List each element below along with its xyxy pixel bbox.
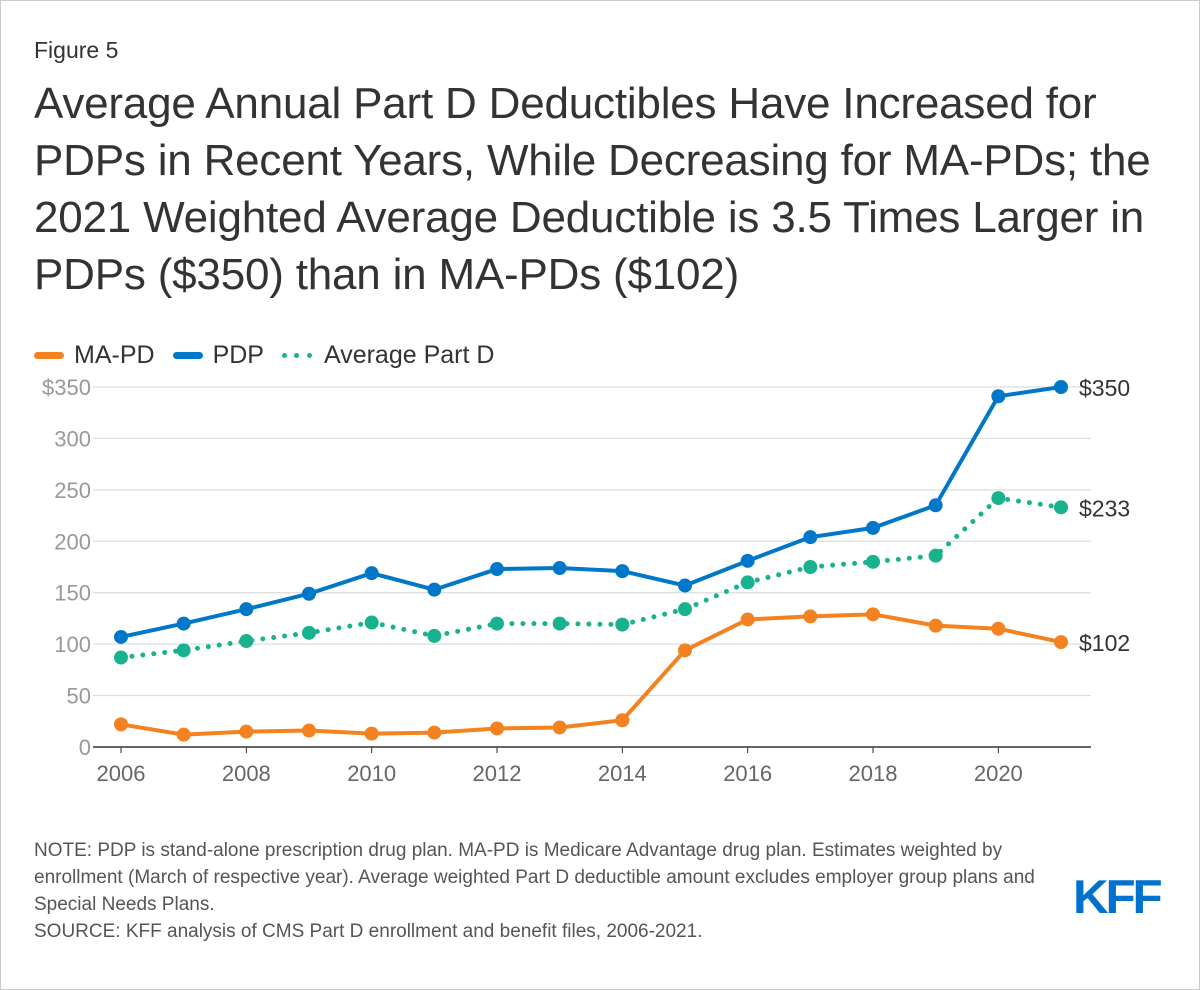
- data-point-pdp: [176, 616, 191, 631]
- legend-label-ma-pd: MA-PD: [74, 341, 155, 369]
- data-point-average-part-d: [1054, 500, 1068, 515]
- data-point-ma-pd: [803, 609, 818, 624]
- legend-item-average-part-d: Average Part D: [281, 341, 495, 370]
- y-tick-label: 50: [67, 684, 91, 709]
- data-point-ma-pd: [302, 723, 316, 738]
- y-tick-label: $350: [42, 375, 91, 400]
- data-point-average-part-d: [114, 650, 128, 665]
- data-point-average-part-d: [740, 575, 755, 590]
- data-point-ma-pd: [678, 643, 692, 658]
- data-point-average-part-d: [615, 617, 630, 632]
- chart-title: Average Annual Part D Deductibles Have I…: [34, 79, 1151, 299]
- x-tick-label: 2012: [473, 761, 522, 786]
- data-point-ma-pd: [364, 726, 379, 741]
- data-point-average-part-d: [991, 491, 1006, 506]
- data-point-average-part-d: [928, 548, 943, 563]
- legend-swatch-average-part-d: [281, 352, 312, 359]
- legend-label-pdp: PDP: [212, 341, 264, 369]
- data-point-average-part-d: [866, 554, 880, 569]
- kff-logo: KFF: [1073, 870, 1163, 923]
- data-point-pdp: [427, 582, 442, 597]
- data-point-ma-pd: [866, 607, 880, 622]
- y-tick-label: 150: [54, 581, 91, 606]
- data-point-ma-pd: [176, 727, 191, 742]
- data-point-average-part-d: [427, 628, 442, 643]
- x-tick-label: 2016: [723, 761, 772, 786]
- data-point-pdp: [678, 578, 692, 593]
- note-text: NOTE: PDP is stand-alone prescription dr…: [34, 840, 1035, 915]
- series-line-ma-pd: [119, 612, 1063, 737]
- x-tick-label: 2006: [97, 761, 146, 786]
- data-point-average-part-d: [552, 616, 567, 631]
- x-tick-label: 2010: [347, 761, 396, 786]
- data-point-average-part-d: [803, 560, 818, 574]
- legend-item-pdp: PDP: [172, 341, 264, 370]
- legend-label-average-part-d: Average Part D: [323, 341, 495, 369]
- data-point-pdp: [239, 602, 254, 617]
- data-point-pdp: [615, 564, 630, 579]
- data-point-pdp: [552, 561, 567, 576]
- data-point-ma-pd: [991, 621, 1006, 636]
- y-tick-label: 0: [79, 735, 91, 760]
- data-point-pdp: [740, 553, 755, 568]
- data-point-average-part-d: [490, 616, 504, 631]
- data-point-pdp: [114, 629, 128, 644]
- data-point-pdp: [302, 586, 316, 601]
- data-point-pdp: [928, 498, 943, 513]
- y-tick-label: 300: [54, 426, 91, 451]
- data-point-pdp: [490, 562, 504, 577]
- y-tick-label: 200: [54, 529, 91, 554]
- end-value-label: $350: [1079, 375, 1130, 401]
- chart-notes: NOTE: PDP is stand-alone prescription dr…: [34, 837, 1044, 945]
- legend-swatch-ma-pd: [34, 352, 64, 359]
- x-tick-label: 2020: [974, 761, 1023, 786]
- data-point-ma-pd: [740, 612, 755, 627]
- figure-label: Figure 5: [34, 37, 119, 63]
- data-point-average-part-d: [678, 602, 692, 617]
- x-tick-label: 2014: [598, 761, 647, 786]
- y-tick-label: 100: [54, 632, 91, 657]
- x-tick-label: 2008: [222, 761, 271, 786]
- data-point-average-part-d: [364, 615, 379, 630]
- series-line-pdp: [119, 385, 1063, 639]
- data-point-pdp: [803, 530, 818, 545]
- data-point-ma-pd: [114, 717, 128, 732]
- data-point-average-part-d: [239, 634, 254, 649]
- x-tick-label: 2018: [849, 761, 898, 786]
- data-point-ma-pd: [928, 618, 943, 633]
- data-point-average-part-d: [176, 643, 191, 658]
- data-point-ma-pd: [615, 713, 630, 728]
- data-point-ma-pd: [490, 721, 504, 736]
- data-point-pdp: [1054, 380, 1068, 394]
- data-point-pdp: [866, 520, 880, 535]
- legend-swatch-pdp: [172, 352, 203, 359]
- data-point-ma-pd: [552, 720, 567, 735]
- data-point-pdp: [991, 389, 1006, 404]
- data-point-ma-pd: [1054, 635, 1068, 650]
- data-point-pdp: [364, 566, 379, 581]
- end-value-label: $233: [1079, 495, 1130, 521]
- y-tick-label: 250: [54, 478, 91, 503]
- data-point-ma-pd: [239, 724, 254, 739]
- data-point-ma-pd: [427, 725, 442, 740]
- series-line-average-part-d: [118, 495, 1064, 661]
- legend-item-ma-pd: MA-PD: [34, 341, 155, 370]
- source-text: SOURCE: KFF analysis of CMS Part D enrol…: [34, 921, 703, 942]
- chart-legend: MA-PD PDP Average Part D: [34, 341, 512, 370]
- data-point-average-part-d: [302, 625, 316, 640]
- end-value-label: $102: [1079, 630, 1130, 656]
